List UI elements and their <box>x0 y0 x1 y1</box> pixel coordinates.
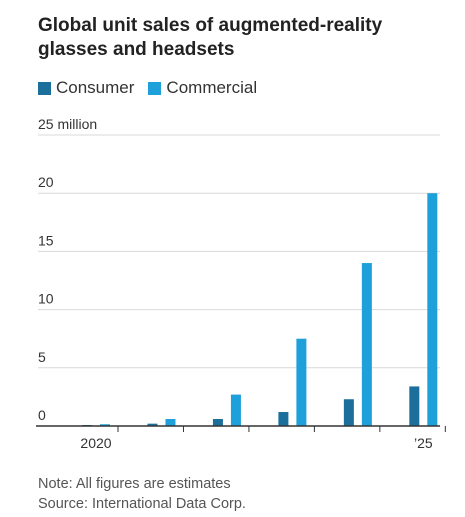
legend-item-commercial: Commercial <box>148 78 257 98</box>
bar-commercial-2023 <box>296 338 307 426</box>
legend-label-consumer: Consumer <box>56 78 135 97</box>
legend-item-consumer: Consumer <box>38 78 134 98</box>
bar-commercial-2020 <box>100 424 110 426</box>
bar-commercial-2025 <box>427 193 438 426</box>
y-tick-label: 20 <box>38 174 54 190</box>
bar-commercial-2024 <box>361 263 372 426</box>
x-tick-label: 2020 <box>80 435 111 451</box>
y-tick-label: 15 <box>38 232 54 248</box>
y-tick-label: 10 <box>38 291 54 307</box>
y-tick-label: 0 <box>38 407 46 423</box>
chart-footnote: Note: All figures are estimates Source: … <box>38 474 246 514</box>
bar-commercial-2021 <box>165 419 176 426</box>
legend-label-commercial: Commercial <box>166 78 258 97</box>
y-tick-label: 25 million <box>38 116 97 132</box>
bar-commercial-2022 <box>230 394 241 426</box>
bar-consumer-2025 <box>409 386 420 426</box>
chart-title: Global unit sales of augmented-reality g… <box>38 15 383 60</box>
source-text: Source: International Data Corp. <box>38 496 246 512</box>
legend-swatch-commercial <box>148 81 162 95</box>
bar-consumer-2023 <box>278 412 289 426</box>
bar-consumer-2022 <box>212 419 223 426</box>
bar-consumer-2024 <box>343 399 354 426</box>
y-tick-label: 5 <box>38 349 46 365</box>
chart-legend: Consumer Commercial <box>38 78 257 98</box>
legend-swatch-consumer <box>38 81 51 95</box>
x-tick-label: ’25 <box>414 435 433 451</box>
bar-consumer-2021 <box>147 423 158 426</box>
note-text: Note: All figures are estimates <box>38 476 231 492</box>
